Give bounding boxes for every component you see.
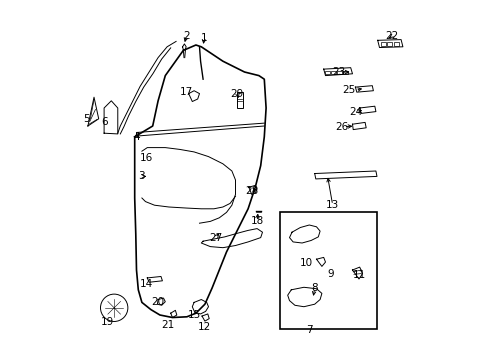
- Text: 29: 29: [230, 89, 244, 99]
- Bar: [330, 71, 335, 74]
- Text: 13: 13: [325, 200, 339, 210]
- Text: 27: 27: [209, 233, 222, 243]
- Text: 9: 9: [327, 269, 333, 279]
- Text: 21: 21: [161, 320, 174, 330]
- Bar: [393, 42, 398, 46]
- Text: 25: 25: [342, 85, 355, 95]
- Text: 15: 15: [187, 310, 200, 320]
- Bar: [386, 42, 391, 46]
- Text: 22: 22: [385, 31, 398, 41]
- Text: 14: 14: [140, 279, 153, 289]
- Text: 16: 16: [140, 153, 153, 163]
- Bar: [380, 42, 385, 46]
- Text: 4: 4: [133, 132, 140, 142]
- Text: 6: 6: [101, 117, 107, 127]
- Text: 26: 26: [334, 122, 347, 132]
- Bar: [236, 92, 243, 108]
- Text: 23: 23: [331, 67, 345, 77]
- Text: 10: 10: [299, 258, 312, 268]
- Text: 2: 2: [183, 31, 190, 41]
- Text: 8: 8: [311, 283, 317, 293]
- Text: 19: 19: [101, 317, 114, 327]
- Text: 5: 5: [83, 114, 90, 124]
- Text: 1: 1: [201, 33, 207, 43]
- Text: 3: 3: [138, 171, 145, 181]
- Text: 20: 20: [150, 297, 163, 307]
- Bar: [325, 71, 329, 74]
- Bar: [337, 71, 342, 74]
- Text: 17: 17: [180, 87, 193, 97]
- Bar: [343, 71, 347, 74]
- Text: 18: 18: [250, 216, 263, 226]
- Text: 11: 11: [352, 270, 366, 280]
- Bar: [279, 212, 376, 329]
- Text: 28: 28: [244, 186, 258, 196]
- Text: 12: 12: [198, 322, 211, 332]
- Text: 24: 24: [348, 107, 361, 117]
- Text: 7: 7: [305, 325, 312, 336]
